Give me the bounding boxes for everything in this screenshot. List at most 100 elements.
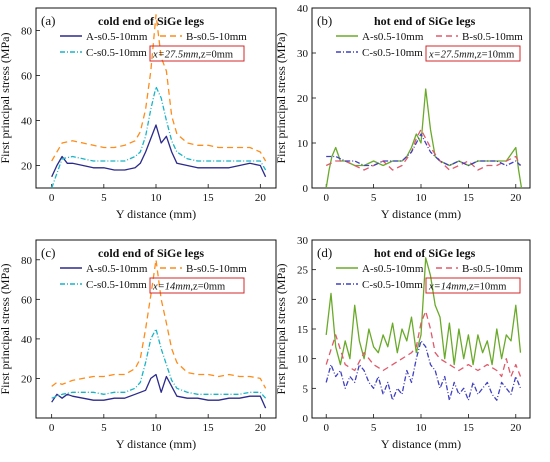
panel-c: 0 5 10 15 20 20 40 60 80 Y distance (mm) First pri…	[0, 239, 277, 451]
y-tick-label: 5	[303, 383, 309, 395]
x-axis-label: Y distance (mm)	[381, 207, 461, 221]
panel-a: 0 5 10 15 20 20 40 60 80 Y distance (mm) First pri…	[0, 7, 277, 221]
y-tick-label: 40	[297, 3, 309, 15]
legend-label: A-s0.5-10mm	[86, 263, 148, 275]
y-tick-label: 0	[303, 183, 309, 195]
panel-b: 0 5 10 15 20 0 10 20 30 40 Y distance (mm) First pr…	[274, 3, 531, 221]
x-tick-label: 5	[371, 422, 377, 434]
x-tick-label: 15	[203, 422, 215, 434]
annotation-x: x=14mm	[428, 282, 467, 293]
x-tick-label: 0	[323, 192, 329, 204]
y-tick-label: 60	[21, 71, 33, 83]
legend-label: C-s0.5-10mm	[86, 279, 147, 291]
legend-label: B-s0.5-10mm	[186, 263, 247, 275]
x-tick-label: 10	[416, 192, 428, 204]
x-tick-label: 15	[463, 192, 475, 204]
annotation-z: ,z=0mm	[190, 282, 225, 293]
y-tick-label: 25	[297, 265, 309, 277]
y-tick-label: 20	[21, 161, 33, 173]
panel-d: 0 5 10 15 20 0 5 10 15 20 25 30 Y distance (mm) First…	[274, 235, 531, 451]
legend-label: C-s0.5-10mm	[362, 279, 423, 291]
annotation-z: ,z=10mm	[474, 50, 514, 61]
series-line-c	[51, 86, 267, 189]
y-axis-label: First principal stress (MPa)	[0, 33, 12, 164]
x-tick-label: 5	[371, 192, 377, 204]
panel-title: cold end of SiGe legs	[98, 246, 204, 260]
x-axis-label: Y distance (mm)	[381, 437, 461, 451]
annotation-x: x=27.5mm	[428, 50, 475, 61]
annotation-text: x=27.5mm,z=10mm	[428, 50, 514, 61]
x-axis-label: Y distance (mm)	[116, 437, 196, 451]
y-tick-label: 10	[297, 354, 309, 366]
annotation-x: x=14mm	[152, 282, 191, 293]
y-axis-label: First principal stress (MPa)	[274, 264, 288, 395]
x-tick-label: 10	[151, 422, 163, 434]
series-line-a	[325, 257, 522, 366]
series-line-b	[325, 310, 522, 378]
series-line-b	[51, 259, 267, 389]
annotation-x: x=27.5mm	[152, 50, 199, 61]
x-tick-label: 0	[323, 422, 329, 434]
series-line-b	[325, 128, 522, 171]
series-line-c	[51, 328, 267, 399]
panel-label: (d)	[317, 245, 332, 260]
legend-label: A-s0.5-10mm	[86, 31, 148, 43]
annotation-box	[149, 277, 245, 294]
legend-label: A-s0.5-10mm	[362, 31, 424, 43]
x-tick-label: 20	[255, 192, 267, 204]
panel-label: (a)	[41, 13, 55, 28]
y-tick-label: 20	[297, 294, 309, 306]
x-axis-label: Y distance (mm)	[116, 207, 196, 221]
y-tick-label: 80	[21, 255, 33, 267]
y-tick-label: 30	[297, 235, 309, 247]
y-tick-label: 80	[21, 26, 33, 38]
x-tick-label: 20	[510, 192, 522, 204]
x-tick-label: 5	[101, 192, 107, 204]
panel-label: (b)	[317, 13, 332, 28]
series-line-c	[326, 133, 521, 167]
y-tick-label: 40	[21, 334, 33, 346]
y-tick-label: 10	[297, 138, 309, 150]
y-tick-label: 40	[21, 116, 33, 128]
x-tick-label: 0	[49, 192, 55, 204]
legend-label: C-s0.5-10mm	[86, 47, 147, 59]
y-tick-label: 20	[297, 93, 309, 105]
x-tick-label: 0	[49, 422, 55, 434]
x-tick-label: 15	[203, 192, 215, 204]
y-axis-label: First principal stress (MPa)	[0, 264, 12, 395]
legend-label: C-s0.5-10mm	[362, 47, 423, 59]
y-tick-label: 20	[21, 373, 33, 385]
annotation-box	[149, 45, 245, 62]
series-line-c	[325, 340, 522, 401]
annotation-z: ,z=0mm	[198, 50, 233, 61]
series-line-a	[51, 124, 267, 178]
x-tick-label: 20	[510, 422, 522, 434]
x-tick-label: 10	[151, 192, 163, 204]
annotation-text: x=14mm,z=10mm	[428, 282, 506, 293]
panel-title: hot end of SiGe legs	[374, 14, 476, 28]
annotation-text: x=14mm,z=0mm	[152, 282, 225, 293]
y-tick-label: 60	[21, 294, 33, 306]
legend-label: B-s0.5-10mm	[462, 263, 523, 275]
x-tick-label: 15	[463, 422, 475, 434]
x-tick-label: 10	[416, 422, 428, 434]
y-axis-label: First principal stress (MPa)	[274, 33, 288, 164]
series-line-a	[51, 373, 267, 409]
legend-label: A-s0.5-10mm	[362, 263, 424, 275]
y-tick-label: 30	[297, 48, 309, 60]
x-tick-label: 5	[101, 422, 107, 434]
annotation-z: ,z=10mm	[466, 282, 506, 293]
panel-title: cold end of SiGe legs	[98, 14, 204, 28]
panel-title: hot end of SiGe legs	[374, 246, 476, 260]
panel-label: (c)	[41, 245, 55, 260]
legend-label: B-s0.5-10mm	[462, 31, 523, 43]
legend-label: B-s0.5-10mm	[186, 31, 247, 43]
x-tick-label: 20	[255, 422, 267, 434]
annotation-text: x=27.5mm,z=0mm	[152, 50, 233, 61]
y-tick-label: 15	[297, 324, 309, 336]
annotation-box	[425, 45, 521, 62]
y-tick-label: 0	[303, 413, 309, 425]
series-line-b	[51, 14, 267, 162]
annotation-box	[425, 277, 521, 294]
